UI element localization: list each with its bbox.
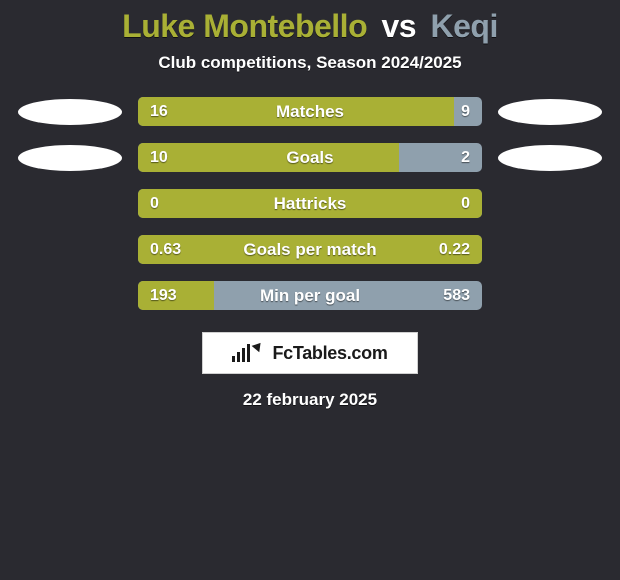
stat-value-player-a: 16 xyxy=(150,97,168,126)
stat-row: 0.630.22Goals per match xyxy=(0,235,620,264)
stat-value-player-b: 2 xyxy=(461,143,470,172)
player-b-name: Keqi xyxy=(430,8,497,44)
snapshot-date: 22 february 2025 xyxy=(243,390,377,410)
comparison-bar: 169Matches xyxy=(138,97,482,126)
player-b-marker xyxy=(498,191,602,217)
stat-value-player-a: 193 xyxy=(150,281,177,310)
stat-value-player-a: 0.63 xyxy=(150,235,181,264)
stat-row: 169Matches xyxy=(0,97,620,126)
comparison-rows: 169Matches102Goals00Hattricks0.630.22Goa… xyxy=(0,97,620,310)
stat-row: 193583Min per goal xyxy=(0,281,620,310)
player-a-marker xyxy=(18,145,122,171)
brand-badge: FcTables.com xyxy=(202,332,418,374)
arrow-icon xyxy=(252,340,265,353)
bar-chart-icon xyxy=(232,344,250,362)
comparison-bar: 00Hattricks xyxy=(138,189,482,218)
stat-row: 102Goals xyxy=(0,143,620,172)
subtitle: Club competitions, Season 2024/2025 xyxy=(158,53,461,73)
player-b-marker xyxy=(498,99,602,125)
comparison-bar: 0.630.22Goals per match xyxy=(138,235,482,264)
player-a-name: Luke Montebello xyxy=(122,8,367,44)
brand-name: FcTables.com xyxy=(272,343,387,364)
player-b-marker xyxy=(498,145,602,171)
player-a-marker xyxy=(18,191,122,217)
bar-fill-player-a xyxy=(138,143,399,172)
stat-value-player-b: 0 xyxy=(461,189,470,218)
bar-fill-player-a xyxy=(138,189,482,218)
player-b-marker xyxy=(498,237,602,263)
bar-fill-player-a xyxy=(138,97,454,126)
player-a-marker xyxy=(18,237,122,263)
comparison-infographic: Luke Montebello vs Keqi Club competition… xyxy=(0,0,620,410)
comparison-bar: 102Goals xyxy=(138,143,482,172)
stat-value-player-b: 583 xyxy=(443,281,470,310)
headline: Luke Montebello vs Keqi xyxy=(122,8,498,45)
player-a-marker xyxy=(18,283,122,309)
player-a-marker xyxy=(18,99,122,125)
player-b-marker xyxy=(498,283,602,309)
stat-value-player-a: 10 xyxy=(150,143,168,172)
stat-row: 00Hattricks xyxy=(0,189,620,218)
stat-value-player-b: 0.22 xyxy=(439,235,470,264)
bar-fill-player-a xyxy=(138,235,482,264)
stat-value-player-a: 0 xyxy=(150,189,159,218)
vs-separator: vs xyxy=(376,8,423,44)
stat-value-player-b: 9 xyxy=(461,97,470,126)
comparison-bar: 193583Min per goal xyxy=(138,281,482,310)
